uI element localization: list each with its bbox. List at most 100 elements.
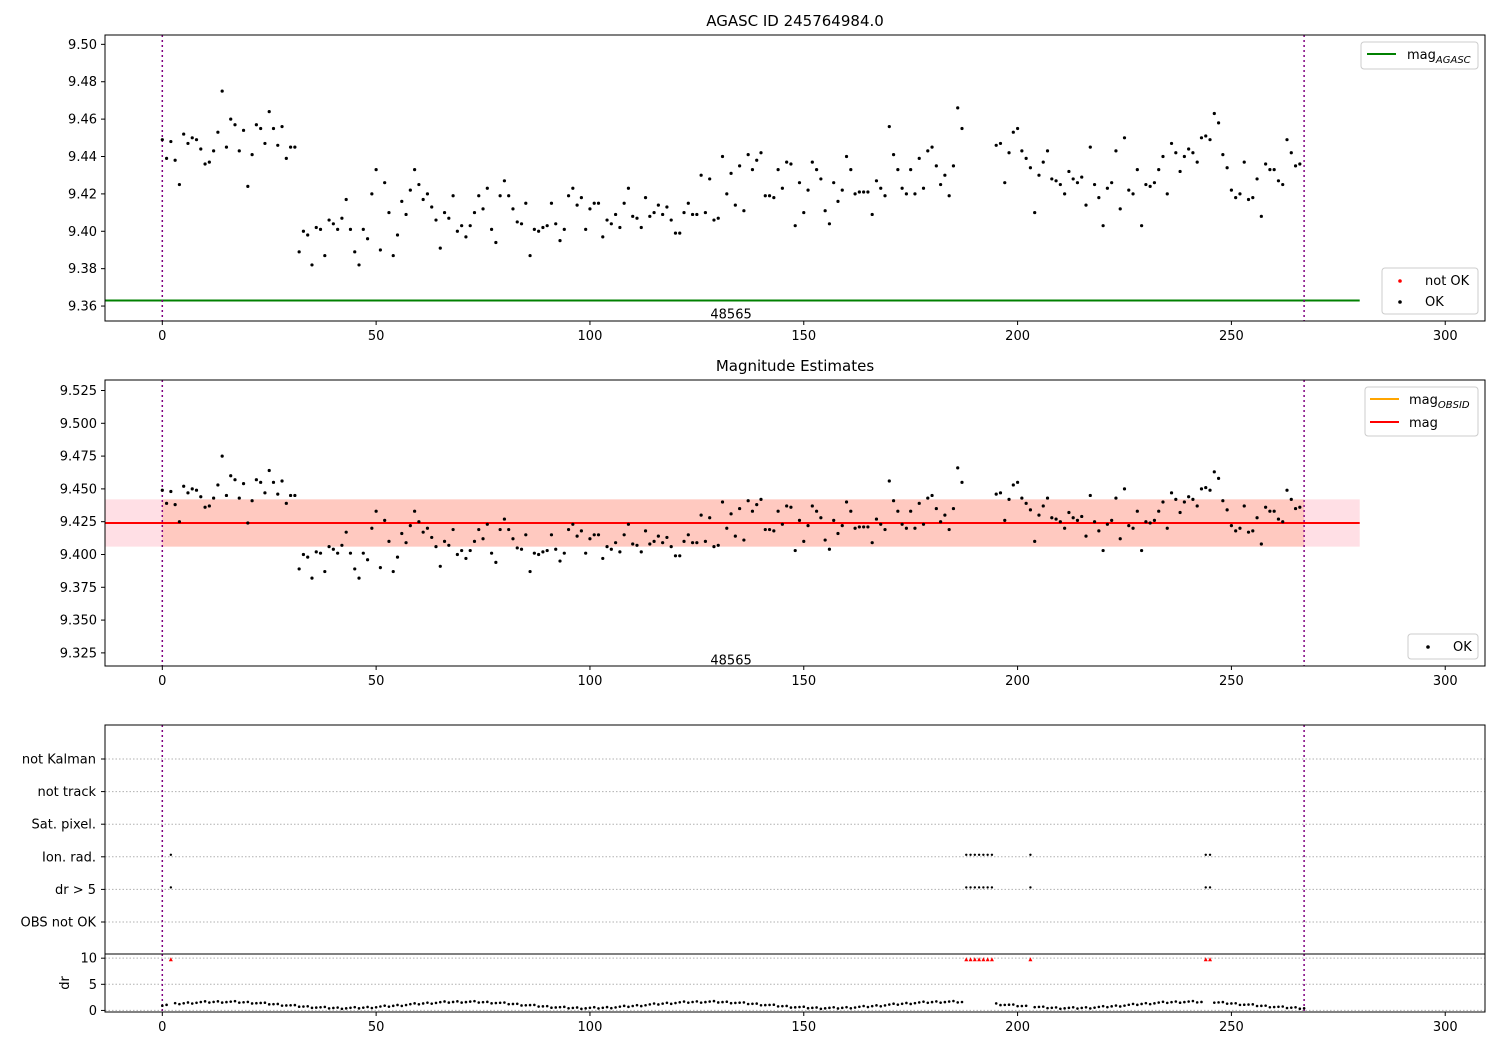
ok-point xyxy=(763,527,767,532)
ok-point xyxy=(1114,496,1118,500)
dr-point xyxy=(310,1006,314,1010)
ok-point xyxy=(699,513,703,517)
ok-point xyxy=(712,545,716,549)
ok-point xyxy=(626,186,631,190)
ytick-label: 9.425 xyxy=(60,515,97,530)
ok-point xyxy=(1140,224,1144,228)
ok-point xyxy=(742,209,746,213)
ok-point xyxy=(716,216,720,220)
dr-point xyxy=(734,1001,737,1005)
dr-point xyxy=(1063,1007,1066,1010)
dr-point xyxy=(618,1005,622,1008)
ok-point xyxy=(913,526,917,530)
ok-point xyxy=(404,541,408,545)
dr-point xyxy=(1059,1007,1062,1011)
axes-frame xyxy=(104,34,1486,322)
ok-point xyxy=(695,541,699,545)
dr-point xyxy=(802,1005,806,1009)
dr-point xyxy=(1084,1005,1088,1009)
ok-point xyxy=(678,231,682,235)
ok-point xyxy=(656,534,660,538)
ok-point xyxy=(909,167,913,172)
xtick-label: 300 xyxy=(1433,1020,1458,1035)
ok-point xyxy=(464,556,468,561)
ok-point xyxy=(656,203,660,207)
ok-point xyxy=(797,181,802,185)
dr-point xyxy=(190,1002,194,1005)
ok-point xyxy=(216,483,220,487)
ok-point xyxy=(789,505,793,509)
ok-point xyxy=(460,224,464,228)
ok-point xyxy=(665,205,669,209)
dr-point xyxy=(571,1006,575,1010)
flag-point xyxy=(1204,886,1207,889)
dr-flag-point xyxy=(168,957,173,962)
ok-point xyxy=(417,182,421,187)
dr-point xyxy=(481,1000,485,1004)
dr-point xyxy=(798,1005,801,1009)
ok-point xyxy=(866,190,870,194)
ok-point xyxy=(1216,121,1221,125)
flag-point xyxy=(982,853,985,856)
dr-point xyxy=(614,1006,617,1009)
dr-point xyxy=(562,1005,566,1009)
ok-point xyxy=(524,533,528,537)
ytick-label: 9.350 xyxy=(60,614,97,629)
flag-point xyxy=(973,853,977,856)
ok-point xyxy=(896,509,900,513)
ok-point xyxy=(212,496,216,500)
dr-point xyxy=(1230,1002,1233,1005)
ok-point xyxy=(947,194,951,198)
dr-point xyxy=(379,1005,382,1008)
dr-point xyxy=(297,1005,301,1009)
ok-point xyxy=(1135,509,1139,513)
ok-point xyxy=(233,123,237,127)
ok-point xyxy=(353,567,357,571)
dr-point xyxy=(639,1004,643,1008)
ok-point xyxy=(921,186,926,190)
ok-point xyxy=(442,210,447,215)
ok-point xyxy=(160,138,164,142)
legend-label-ok: OK xyxy=(1453,640,1472,655)
ok-point xyxy=(472,539,477,543)
dr-point xyxy=(1174,1000,1178,1003)
legend-marker-ok xyxy=(1398,300,1402,304)
ok-point xyxy=(669,545,673,549)
ok-point xyxy=(703,539,708,543)
ok-point xyxy=(699,173,703,177)
ok-point xyxy=(314,225,318,230)
dr-point xyxy=(1161,1000,1165,1004)
flag-point xyxy=(1029,886,1032,889)
ok-point xyxy=(1204,134,1208,138)
ok-point xyxy=(682,539,686,543)
ok-point xyxy=(494,240,498,245)
xtick-label: 0 xyxy=(158,329,166,344)
ok-point xyxy=(767,194,772,198)
ok-point xyxy=(558,559,562,563)
dr-point xyxy=(1101,1004,1105,1008)
dr-point xyxy=(999,1003,1002,1007)
dr-point xyxy=(515,1002,519,1006)
ok-point xyxy=(515,546,519,550)
ok-point xyxy=(1024,156,1028,160)
ok-point xyxy=(194,138,199,142)
dr-point xyxy=(917,1001,921,1004)
ok-point xyxy=(750,167,755,172)
dr-point xyxy=(370,1006,374,1010)
ok-point xyxy=(451,194,455,198)
ok-point xyxy=(220,89,224,93)
ok-point xyxy=(1264,162,1268,166)
ok-point xyxy=(1289,497,1293,501)
dr-point xyxy=(883,1004,887,1007)
dr-point xyxy=(1217,1001,1220,1004)
ok-point xyxy=(1131,526,1135,530)
legend-points: not OK OK xyxy=(1381,267,1479,315)
dr-point xyxy=(1046,1006,1049,1010)
ok-point xyxy=(485,522,489,526)
ok-point xyxy=(844,500,849,504)
dr-point xyxy=(900,1002,904,1006)
dr-point xyxy=(755,1002,759,1005)
ok-point xyxy=(686,201,690,205)
ok-point xyxy=(1272,167,1276,172)
